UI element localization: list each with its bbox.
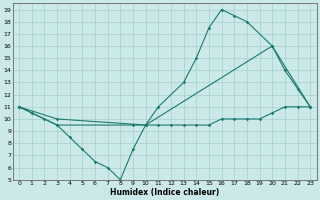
X-axis label: Humidex (Indice chaleur): Humidex (Indice chaleur) xyxy=(110,188,219,197)
